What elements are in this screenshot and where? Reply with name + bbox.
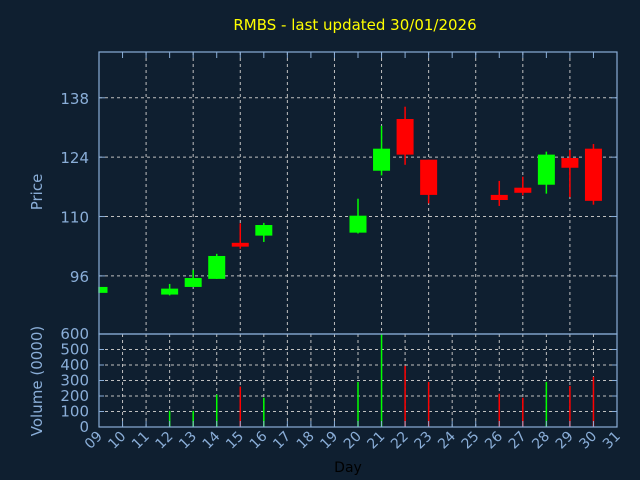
day-tick-label: 21 <box>364 429 388 453</box>
day-tick-label: 10 <box>105 429 129 453</box>
day-tick-label: 30 <box>576 429 600 453</box>
candle-26 <box>490 180 508 206</box>
candle-body <box>349 215 367 233</box>
day-tick-label: 15 <box>223 429 247 453</box>
candle-body <box>537 154 555 185</box>
day-tick-label: 25 <box>459 429 483 453</box>
candle-22 <box>396 106 414 165</box>
volume-tick-label: 100 <box>60 403 89 421</box>
candle-body <box>255 225 273 236</box>
price-axis-label: Price <box>28 174 46 211</box>
price-tick-label: 96 <box>70 268 89 286</box>
candle-body <box>184 278 202 287</box>
candle-15 <box>231 223 249 249</box>
day-tick-label: 14 <box>200 428 224 452</box>
day-tick-label: 12 <box>153 429 177 453</box>
candle-09 <box>98 286 108 293</box>
candle-body <box>373 148 391 171</box>
day-tick-label: 29 <box>553 429 577 453</box>
day-tick-label: 31 <box>600 429 624 453</box>
gridlines <box>99 52 617 427</box>
candle-body <box>420 159 438 195</box>
candle-body <box>396 119 414 155</box>
candle-12 <box>161 283 179 296</box>
candle-body <box>561 158 579 168</box>
candle-20 <box>349 198 367 234</box>
day-tick-label: 22 <box>388 429 412 453</box>
day-tick-label: 27 <box>506 429 530 453</box>
candle-21 <box>373 125 391 176</box>
day-tick-label: 26 <box>482 428 506 452</box>
volume-tick-label: 0 <box>79 418 89 436</box>
candle-body <box>584 148 602 201</box>
day-tick-label: 18 <box>294 429 318 453</box>
volume-tick-label: 300 <box>60 372 89 390</box>
day-tick-label: 20 <box>341 429 365 453</box>
day-tick-label: 13 <box>176 429 200 453</box>
price-tick-label: 138 <box>60 90 89 108</box>
day-tick-label: 16 <box>247 428 271 452</box>
candle-14 <box>208 253 226 279</box>
candle-23 <box>420 159 438 204</box>
day-tick-label: 17 <box>270 429 294 453</box>
candle-body <box>231 242 249 247</box>
price-tick-label: 110 <box>60 209 89 227</box>
candle-body <box>514 187 532 193</box>
candle-27 <box>514 176 532 196</box>
price-tick-label: 124 <box>60 149 89 167</box>
volume-tick-label: 200 <box>60 387 89 405</box>
day-tick-label: 23 <box>412 429 436 453</box>
candle-29 <box>561 149 579 198</box>
candle-body <box>490 194 508 200</box>
day-tick-label: 19 <box>317 429 341 453</box>
volume-tick-label: 500 <box>60 341 89 359</box>
candle-13 <box>184 269 202 287</box>
day-tick-label: 28 <box>529 429 553 453</box>
candle-30 <box>584 144 602 205</box>
chart-marks <box>98 106 602 427</box>
chart-title: RMBS - last updated 30/01/2026 <box>233 16 476 34</box>
candle-16 <box>255 222 273 242</box>
candle-body <box>99 286 108 293</box>
day-axis-label: Day <box>334 460 362 476</box>
day-tick-label: 11 <box>129 429 153 453</box>
volume-axis-label: Volume (0000) <box>28 326 46 436</box>
candle-body <box>161 288 179 295</box>
volume-tick-label: 400 <box>60 356 89 374</box>
candle-body <box>208 255 226 279</box>
candle-28 <box>537 151 555 194</box>
volume-tick-label: 600 <box>60 325 89 343</box>
day-tick-label: 24 <box>435 428 459 452</box>
